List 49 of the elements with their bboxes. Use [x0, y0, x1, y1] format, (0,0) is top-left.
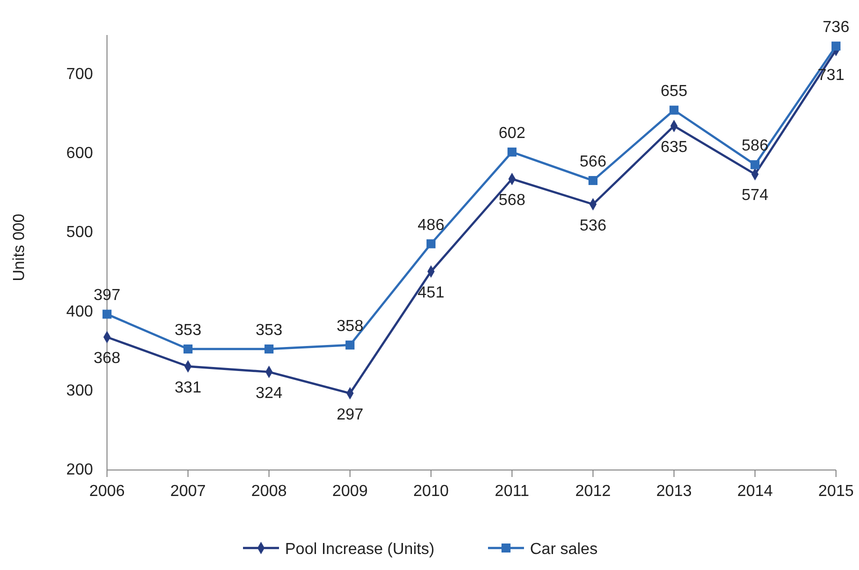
data-label: 486: [418, 216, 444, 234]
x-tick-label: 2009: [332, 483, 368, 500]
point: [346, 340, 354, 350]
x-tick-label: 2008: [251, 483, 287, 500]
data-label: 368: [94, 350, 120, 368]
y-tick-label: 400: [66, 303, 94, 320]
data-label: 568: [498, 192, 526, 209]
y-axis-title: Units 000: [11, 214, 28, 282]
data-label: 655: [660, 83, 688, 100]
x-tick-label: 2011: [494, 483, 530, 500]
x-tick-label: 2015: [818, 483, 854, 500]
data-label: 536: [580, 217, 606, 234]
data-label: 736: [822, 19, 850, 36]
data-label: 324: [256, 384, 282, 402]
y-tick-label: 600: [66, 145, 94, 162]
y-tick-label: 200: [66, 462, 94, 478]
data-label: 331: [174, 379, 202, 396]
x-tick-label: 2013: [656, 483, 692, 500]
data-label: 451: [418, 284, 444, 302]
data-label: 602: [498, 125, 526, 142]
point: [750, 160, 760, 170]
data-label: 353: [174, 322, 202, 339]
point: [832, 42, 840, 51]
x-tick-label: 2012: [575, 483, 611, 500]
data-label: 358: [336, 318, 364, 336]
x-tick-label: 2007: [170, 483, 206, 500]
data-label: 586: [742, 138, 768, 155]
y-tick-label: 700: [66, 66, 94, 84]
point: [508, 148, 516, 157]
point: [102, 310, 112, 319]
point: [588, 176, 598, 186]
x-tick-label: 2010: [413, 483, 449, 500]
x-tick-label: 2014: [737, 483, 773, 500]
x-tick-label: 2006: [89, 483, 125, 500]
point: [426, 239, 436, 248]
legend-label: Pool Increase (Units): [285, 541, 434, 558]
point: [184, 344, 192, 354]
data-label: 731: [818, 67, 844, 84]
y-tick-label: 300: [66, 382, 94, 400]
data-label: 566: [580, 154, 606, 171]
point: [264, 344, 274, 354]
data-label: 635: [660, 138, 688, 156]
data-label: 397: [94, 287, 120, 304]
point: [670, 106, 678, 115]
legend-label: Car sales: [530, 541, 598, 558]
y-tick-label: 500: [66, 224, 94, 242]
data-label: 353: [256, 322, 282, 339]
data-label: 574: [742, 187, 768, 204]
data-label: 297: [336, 406, 364, 424]
